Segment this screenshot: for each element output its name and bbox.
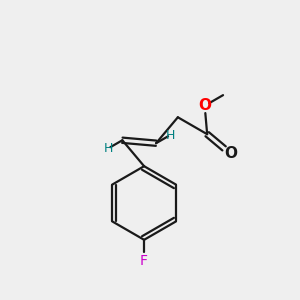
Text: H: H: [165, 129, 175, 142]
Text: O: O: [198, 98, 211, 113]
Text: F: F: [140, 254, 148, 268]
Text: H: H: [103, 142, 113, 155]
Text: O: O: [224, 146, 237, 161]
